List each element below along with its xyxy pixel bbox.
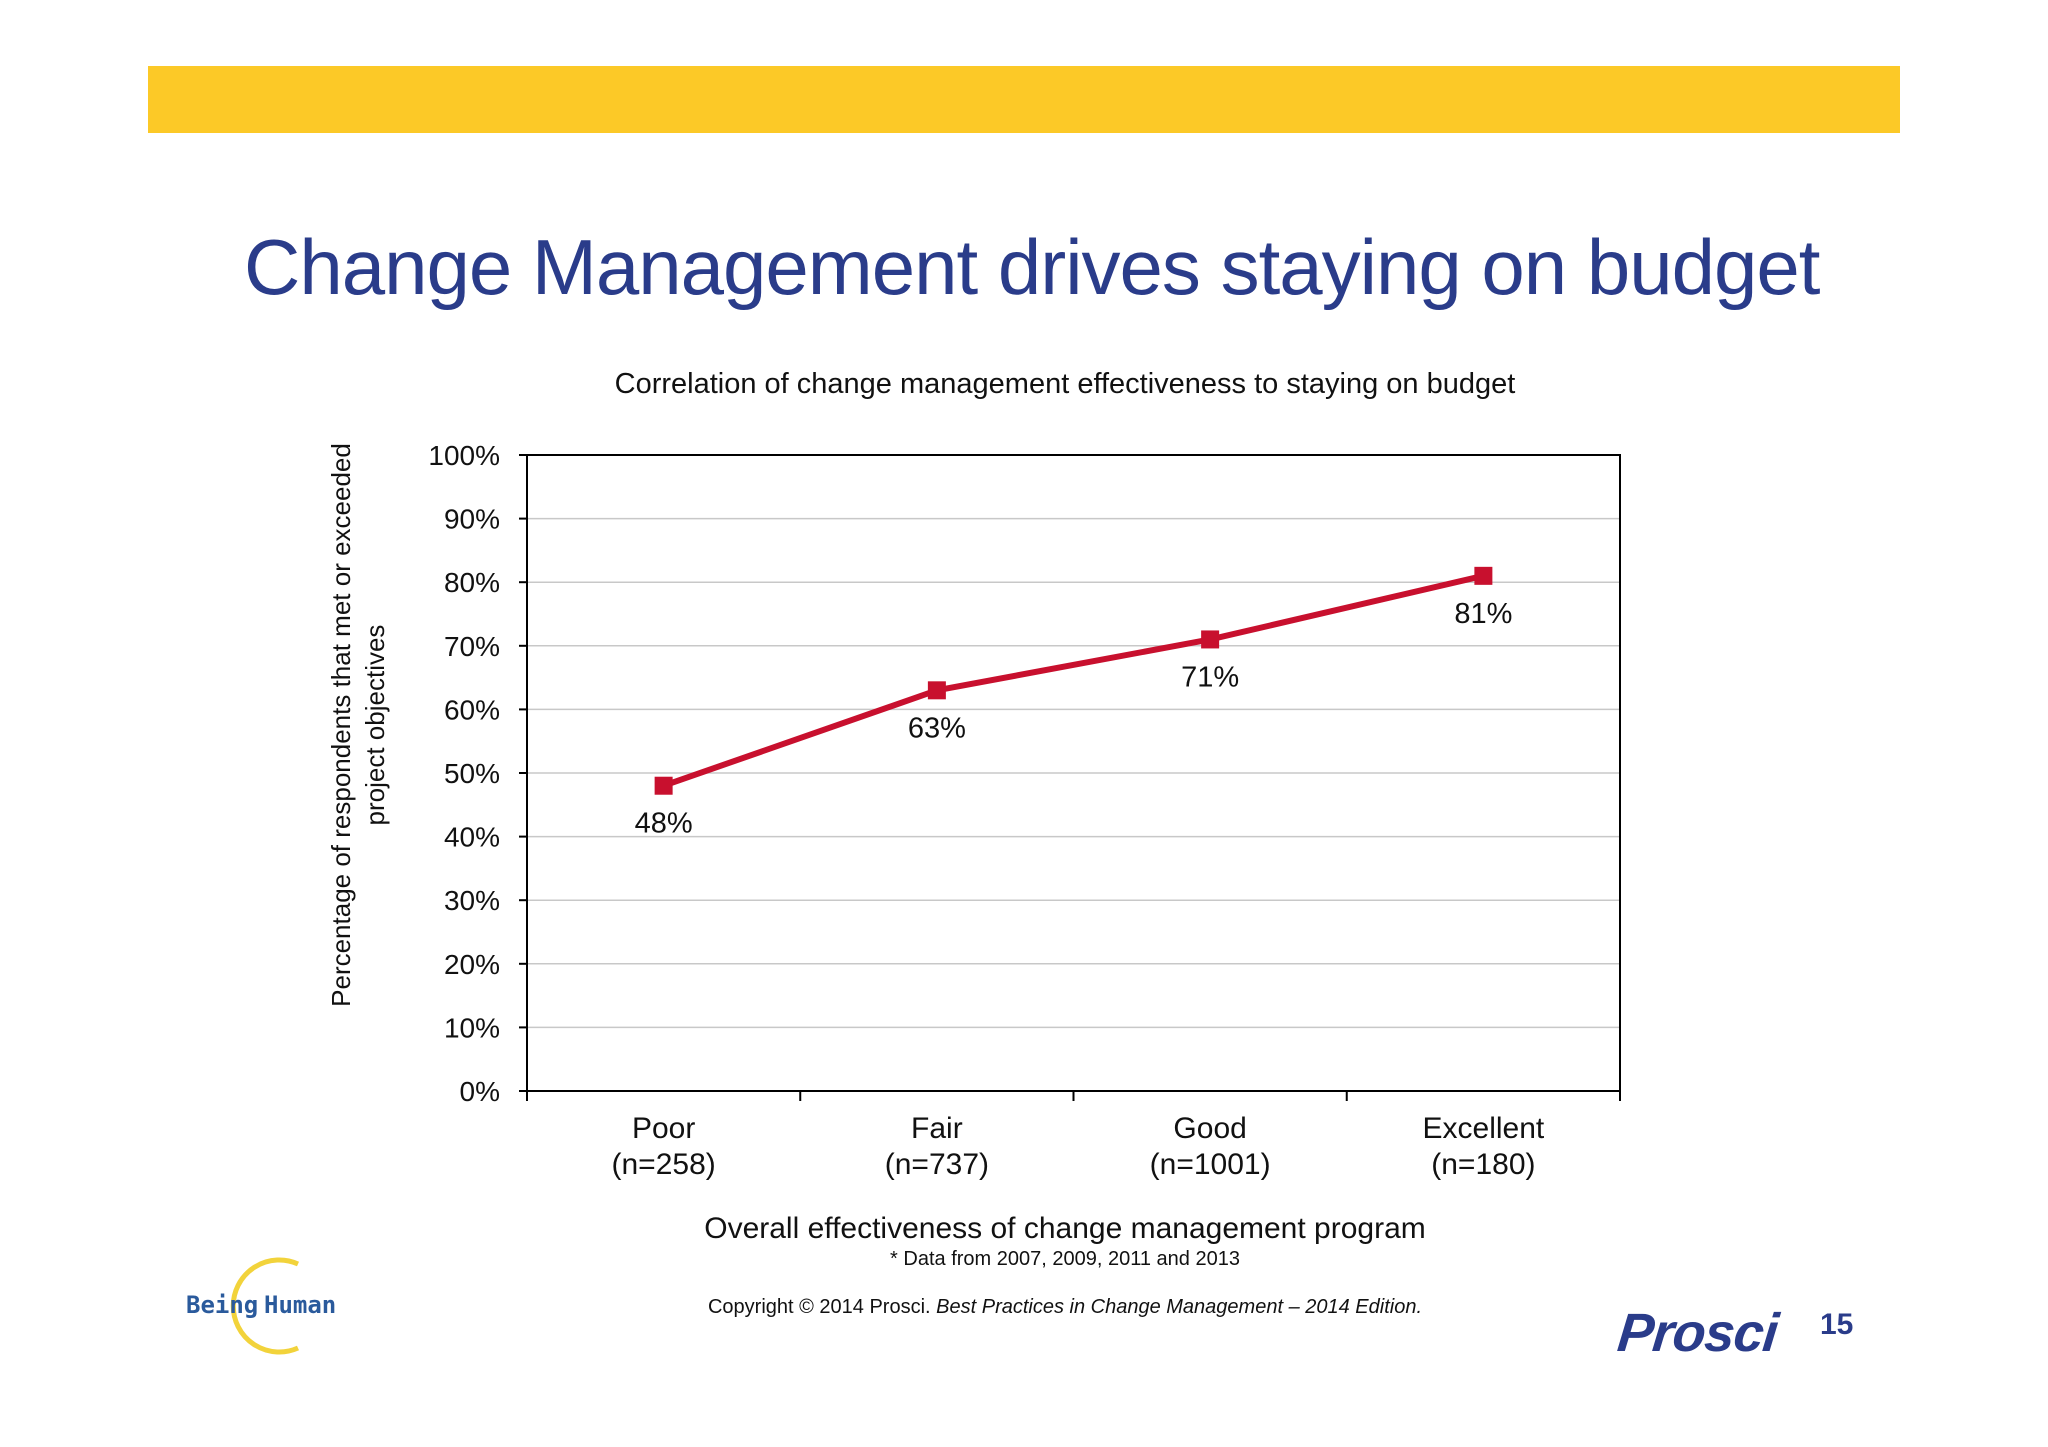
y-tick-label: 10% [444,1012,500,1043]
logo-being-text: Being [186,1291,258,1319]
logo-human-text: Human [264,1291,336,1319]
x-tick-label: (n=737) [885,1148,989,1181]
y-tick-label: 80% [444,567,500,598]
x-tick-label: Fair [911,1112,963,1145]
series-line [662,572,1485,789]
x-tick-label: Excellent [1423,1112,1545,1145]
data-label: 81% [1454,598,1512,630]
chart-title: Correlation of change management effecti… [614,368,1516,400]
y-tick-label: 50% [444,758,500,789]
y-tick-label: 20% [444,949,500,980]
x-tick-label: Poor [632,1112,695,1145]
y-tick-label: 30% [444,885,500,916]
page-number: 15 [1820,1308,1854,1341]
x-axis-label: Overall effectiveness of change manageme… [704,1212,1426,1245]
data-point [1474,566,1493,585]
data-label: 48% [635,808,693,840]
y-tick-label: 60% [444,694,500,725]
being-human-logo: Being Human [186,1257,336,1355]
y-tick-label: 100% [428,440,500,471]
slide-title: Change Management drives staying on budg… [244,223,1820,311]
prosci-logo: Prosci [1614,1303,1781,1363]
data-point [1201,630,1220,649]
x-tick-label: (n=1001) [1150,1148,1271,1181]
copyright-prefix: Copyright © 2014 Prosci. [707,1296,937,1318]
y-tick-label: 40% [444,822,500,853]
data-point [927,681,946,700]
header-banner [148,66,1900,133]
data-label: 71% [1181,661,1239,693]
logo-crescent [230,1257,300,1355]
x-tick-label: (n=258) [612,1148,716,1181]
y-tick-label: 90% [444,504,500,535]
copyright-source: Best Practices in Change Management – 20… [936,1296,1423,1318]
data-point [654,776,673,795]
x-tick-label: (n=180) [1431,1148,1535,1181]
copyright-text: Copyright © 2014 Prosci. Best Practices … [0,1296,2048,1319]
x-tick-label: Good [1173,1112,1246,1145]
footnote: * Data from 2007, 2009, 2011 and 2013 [890,1248,1240,1270]
data-label: 63% [908,712,966,744]
y-tick-label: 0% [460,1076,500,1107]
y-tick-label: 70% [444,631,500,662]
